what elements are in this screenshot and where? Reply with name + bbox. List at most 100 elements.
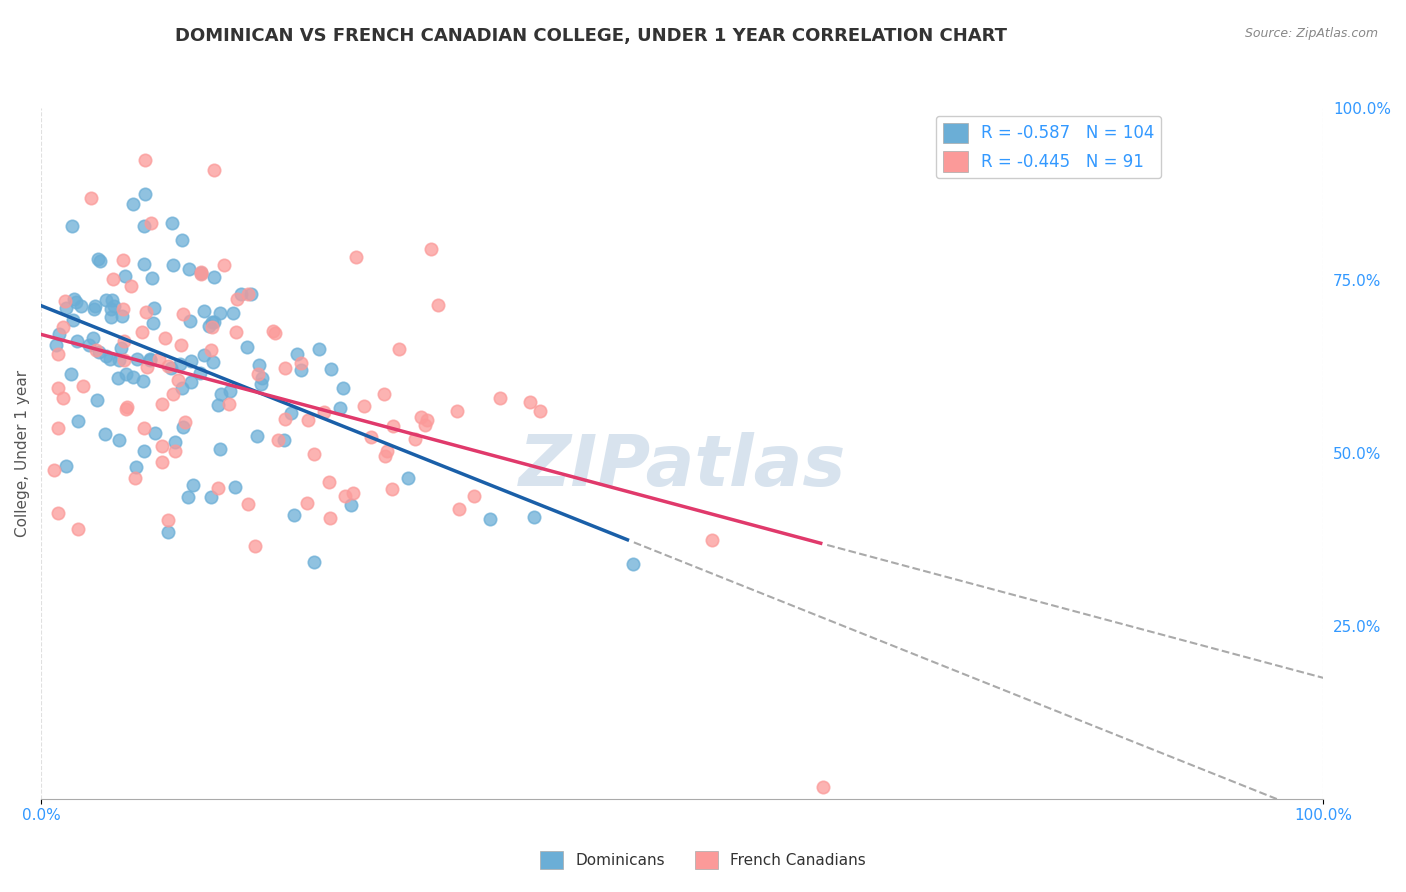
Dominicans (290, 363, 312, 377)
Dominicans (103, 299, 125, 313)
Dominicans (180, 354, 202, 368)
Dominicans (229, 287, 252, 301)
Dominicans (190, 266, 212, 280)
French Canadians (112, 253, 135, 268)
Dominicans (160, 360, 183, 375)
French Canadians (302, 447, 325, 461)
French Canadians (139, 216, 162, 230)
French Canadians (190, 265, 212, 279)
Dominicans (62, 313, 84, 327)
French Canadians (274, 361, 297, 376)
Dominicans (134, 219, 156, 234)
French Canadians (170, 338, 193, 352)
Dominicans (250, 370, 273, 384)
French Canadians (373, 387, 395, 401)
Dominicans (169, 357, 191, 371)
Legend: Dominicans, French Canadians: Dominicans, French Canadians (534, 845, 872, 875)
French Canadians (135, 304, 157, 318)
Dominicans (156, 524, 179, 539)
Dominicans (170, 233, 193, 247)
Dominicans (132, 256, 155, 270)
French Canadians (247, 368, 270, 382)
Dominicans (200, 490, 222, 504)
Dominicans (273, 433, 295, 447)
French Canadians (225, 292, 247, 306)
Dominicans (201, 315, 224, 329)
Dominicans (396, 471, 419, 485)
French Canadians (134, 153, 156, 168)
Dominicans (83, 302, 105, 317)
French Canadians (813, 780, 835, 795)
Dominicans (65, 295, 87, 310)
French Canadians (238, 497, 260, 511)
Dominicans (181, 477, 204, 491)
Dominicans (193, 348, 215, 362)
Dominicans (236, 340, 259, 354)
Dominicans (202, 270, 225, 285)
French Canadians (381, 418, 404, 433)
French Canadians (80, 191, 103, 205)
French Canadians (446, 403, 468, 417)
French Canadians (212, 258, 235, 272)
Dominicans (202, 316, 225, 330)
Dominicans (108, 352, 131, 367)
French Canadians (173, 415, 195, 429)
Dominicans (193, 304, 215, 318)
Dominicans (55, 301, 77, 315)
Dominicans (62, 292, 84, 306)
Dominicans (222, 305, 245, 319)
French Canadians (131, 325, 153, 339)
Dominicans (329, 401, 352, 415)
Dominicans (218, 384, 240, 399)
Dominicans (285, 347, 308, 361)
French Canadians (150, 397, 173, 411)
Dominicans (209, 306, 232, 320)
French Canadians (51, 391, 73, 405)
Dominicans (280, 406, 302, 420)
Dominicans (247, 358, 270, 372)
French Canadians (46, 421, 69, 435)
Dominicans (207, 398, 229, 412)
Dominicans (86, 393, 108, 408)
French Canadians (426, 298, 449, 312)
French Canadians (111, 301, 134, 316)
Dominicans (202, 354, 225, 368)
Dominicans (100, 293, 122, 307)
French Canadians (318, 475, 340, 489)
French Canadians (165, 443, 187, 458)
French Canadians (225, 325, 247, 339)
Dominicans (107, 371, 129, 385)
French Canadians (335, 489, 357, 503)
Dominicans (198, 319, 221, 334)
French Canadians (72, 379, 94, 393)
Dominicans (94, 349, 117, 363)
French Canadians (67, 522, 90, 536)
Legend: R = -0.587   N = 104, R = -0.445   N = 91: R = -0.587 N = 104, R = -0.445 N = 91 (936, 116, 1161, 178)
Dominicans (170, 381, 193, 395)
Text: Source: ZipAtlas.com: Source: ZipAtlas.com (1244, 27, 1378, 40)
Dominicans (114, 268, 136, 283)
Dominicans (108, 433, 131, 447)
French Canadians (447, 502, 470, 516)
French Canadians (314, 405, 336, 419)
Dominicans (245, 429, 267, 443)
French Canadians (264, 326, 287, 341)
French Canadians (120, 278, 142, 293)
French Canadians (297, 413, 319, 427)
Dominicans (308, 342, 330, 356)
Dominicans (180, 375, 202, 389)
French Canadians (413, 417, 436, 432)
French Canadians (150, 454, 173, 468)
French Canadians (148, 351, 170, 366)
French Canadians (489, 392, 512, 406)
Dominicans (139, 352, 162, 367)
Dominicans (523, 509, 546, 524)
Y-axis label: College, Under 1 year: College, Under 1 year (15, 369, 30, 537)
Dominicans (209, 387, 232, 401)
Dominicans (340, 498, 363, 512)
French Canadians (700, 533, 723, 548)
French Canadians (262, 325, 284, 339)
Dominicans (319, 362, 342, 376)
French Canadians (112, 353, 135, 368)
Dominicans (127, 352, 149, 367)
